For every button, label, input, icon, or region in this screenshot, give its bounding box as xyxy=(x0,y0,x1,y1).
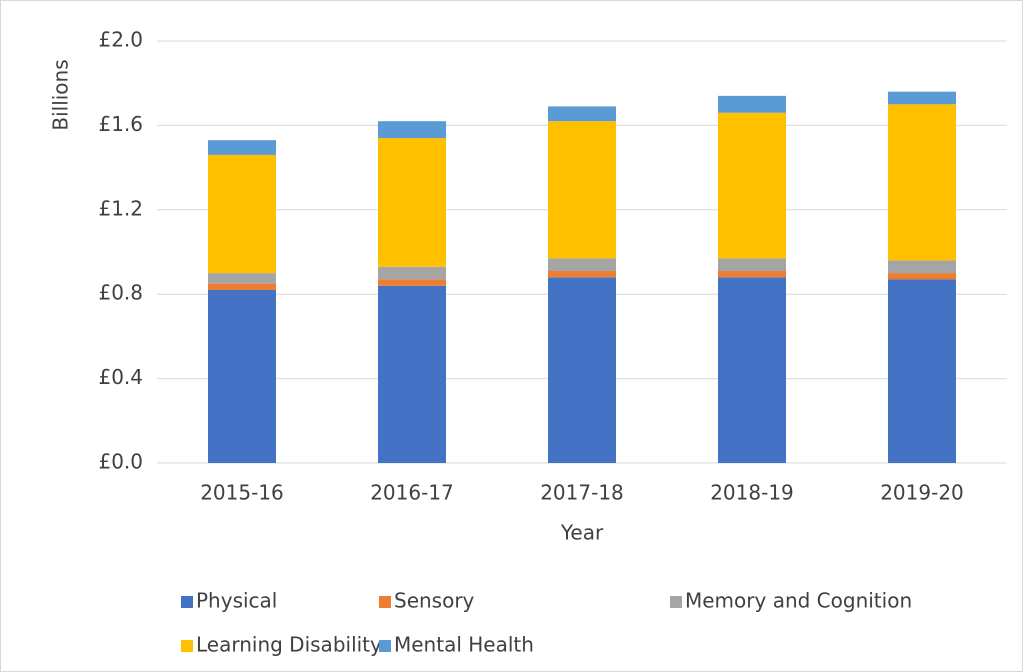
bar-segment xyxy=(718,277,786,463)
bar-segment xyxy=(888,273,956,280)
bar-segment xyxy=(888,279,956,463)
bar-segment xyxy=(378,121,446,139)
y-tick-label: £0.0 xyxy=(98,450,143,474)
x-axis-label: Year xyxy=(560,521,604,545)
legend-swatch xyxy=(379,640,391,652)
bar-segment xyxy=(208,140,276,155)
bar-segment xyxy=(548,121,616,259)
x-tick-label: 2019-20 xyxy=(880,481,964,505)
legend-swatch xyxy=(181,596,193,608)
bar-segment xyxy=(208,273,276,284)
legend-swatch xyxy=(379,596,391,608)
legend-swatch xyxy=(670,596,682,608)
bar-segment xyxy=(718,95,786,113)
legend-label: Mental Health xyxy=(394,633,534,657)
y-tick-label: £0.4 xyxy=(98,365,143,389)
legend-label: Sensory xyxy=(394,589,475,613)
bar-segment xyxy=(208,154,276,274)
bar-segment xyxy=(718,112,786,259)
bar-segment xyxy=(548,258,616,271)
bar-segment xyxy=(718,270,786,278)
x-tick-label: 2018-19 xyxy=(710,481,794,505)
bar-segment xyxy=(548,277,616,463)
legend-label: Memory and Cognition xyxy=(685,589,912,613)
bar-segment xyxy=(548,270,616,278)
x-tick-label: 2015-16 xyxy=(200,481,284,505)
legend-label: Learning Disability xyxy=(196,633,382,657)
y-tick-label: £1.2 xyxy=(98,196,143,220)
bar-segment xyxy=(378,138,446,267)
bar-segment xyxy=(208,283,276,290)
bar-segment xyxy=(208,289,276,463)
y-tick-label: £0.8 xyxy=(98,281,143,305)
bar-segment xyxy=(548,106,616,122)
x-tick-label: 2016-17 xyxy=(370,481,454,505)
bar-segment xyxy=(378,279,446,286)
legend-label: Physical xyxy=(196,589,277,613)
y-tick-label: £2.0 xyxy=(98,28,143,52)
bar-segment xyxy=(378,266,446,280)
x-tick-label: 2017-18 xyxy=(540,481,624,505)
bar-segment xyxy=(378,285,446,463)
legend-swatch xyxy=(181,640,193,652)
y-axis-label: Billions xyxy=(49,59,73,130)
y-tick-label: £1.6 xyxy=(98,112,143,136)
bar-segment xyxy=(888,260,956,274)
bar-segment xyxy=(888,91,956,105)
bar-segment xyxy=(718,258,786,271)
bar-segment xyxy=(888,104,956,261)
